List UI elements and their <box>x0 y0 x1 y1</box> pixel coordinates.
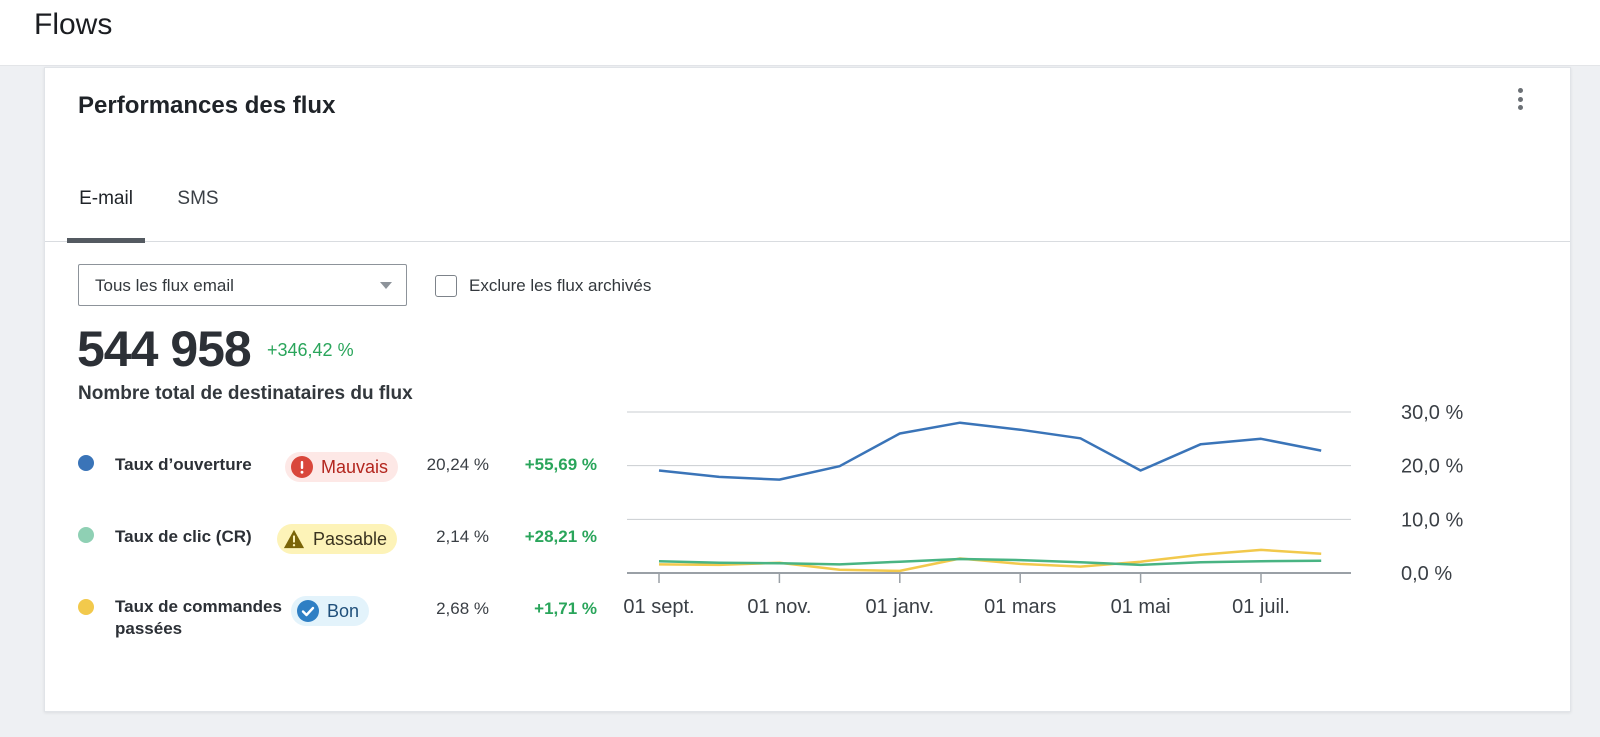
exclude-archived-checkbox[interactable] <box>435 275 457 297</box>
performance-line-chart: 30,0 % 20,0 % 10,0 % 0,0 % 01 sept. 01 nov. 01… <box>623 402 1463 618</box>
y-tick-label: 10,0 % <box>1401 509 1463 531</box>
warning-triangle-icon <box>283 528 305 550</box>
y-tick-label: 30,0 % <box>1401 402 1463 424</box>
series-dot-open-rate <box>78 455 94 471</box>
x-tick-label: 01 juil. <box>1232 596 1290 618</box>
status-badge-label: Mauvais <box>321 456 389 477</box>
tab-email[interactable]: E-mail <box>67 173 145 243</box>
status-badge-fair: Passable <box>277 524 398 554</box>
chevron-down-icon <box>380 282 392 289</box>
x-tick-label: 01 janv. <box>866 596 935 618</box>
top-bar: Flows <box>0 0 1600 66</box>
metric-value: 2,14 % <box>436 527 489 546</box>
metric-value: 2,68 % <box>436 599 489 618</box>
y-tick-label: 0,0 % <box>1401 563 1452 585</box>
exclude-archived-toggle[interactable]: Exclure les flux archivés <box>435 274 651 298</box>
total-recipients-value: 544 958 <box>77 321 252 377</box>
status-badge-label: Passable <box>313 528 388 549</box>
more-options-icon[interactable] <box>1508 86 1532 112</box>
metric-row-order-rate: Taux de commandes passées Bon 2,68 % +1,… <box>45 592 605 652</box>
x-tick-label: 01 mai <box>1111 596 1171 618</box>
metric-delta: +28,21 % <box>524 527 597 546</box>
flows-performance-card: Performances des flux E-mail SMS Tous le… <box>44 67 1571 712</box>
status-badge-good: Bon <box>291 596 370 626</box>
status-badge-label: Bon <box>327 600 360 621</box>
x-tick-label: 01 mars <box>984 596 1056 618</box>
alert-circle-icon <box>291 456 313 478</box>
y-tick-label: 20,0 % <box>1401 456 1463 478</box>
page-title: Flows <box>34 8 113 41</box>
metric-value: 20,24 % <box>426 455 489 474</box>
metric-delta: +55,69 % <box>524 455 597 474</box>
status-badge-bad: Mauvais <box>285 452 399 482</box>
flow-filter-value: Tous les flux email <box>95 276 234 295</box>
series-line-1 <box>658 557 1322 567</box>
x-tick-label: 01 nov. <box>747 596 811 618</box>
metric-row-open-rate: Taux d’ouverture Mauvais 20,24 % +55,69 … <box>45 448 605 508</box>
exclude-archived-label: Exclure les flux archivés <box>469 276 652 295</box>
series-dot-order-rate <box>78 599 94 615</box>
tab-sms[interactable]: SMS <box>177 188 219 209</box>
card-title: Performances des flux <box>78 92 336 119</box>
total-recipients-label: Nombre total de destinataires du flux <box>78 383 413 404</box>
metric-delta: +1,71 % <box>534 599 597 618</box>
total-recipients-delta: +346,42 % <box>267 340 354 360</box>
flow-filter-select[interactable]: Tous les flux email <box>78 264 407 306</box>
metric-name: Taux de clic (CR) <box>115 527 252 546</box>
metric-name: Taux de commandes passées <box>115 597 282 638</box>
x-tick-label: 01 sept. <box>623 596 694 618</box>
metric-name: Taux d’ouverture <box>115 455 252 474</box>
series-line-0 <box>658 421 1322 481</box>
metric-row-click-rate: Taux de clic (CR) Passable 2,14 % +28,21… <box>45 520 605 580</box>
check-circle-icon <box>297 600 319 622</box>
series-dot-click-rate <box>78 527 94 543</box>
channel-tabs: E-mail SMS <box>45 173 1570 243</box>
